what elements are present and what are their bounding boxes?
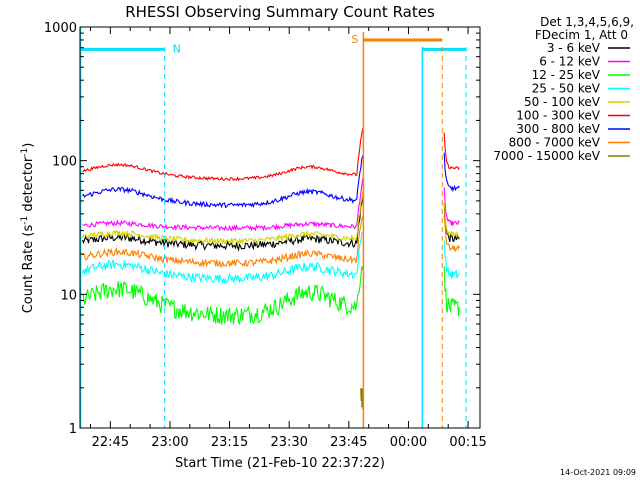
y-axis-label-sup: -1 bbox=[20, 216, 30, 225]
y-axis-label-sup-2: -1 bbox=[20, 148, 30, 157]
x-tick-label: 23:15 bbox=[211, 435, 248, 450]
chart-title: RHESSI Observing Summary Count Rates bbox=[125, 3, 435, 21]
series-line bbox=[82, 155, 364, 209]
legend-label: 50 - 100 keV bbox=[524, 95, 601, 109]
series-line bbox=[81, 232, 363, 285]
series-line bbox=[81, 192, 364, 246]
saa-flag-label: S bbox=[351, 33, 358, 46]
series-line bbox=[81, 196, 364, 252]
legend-title-line-1: Det 1,3,4,5,6,9, bbox=[540, 15, 634, 29]
footer-timestamp: 14-Oct-2021 09:09 bbox=[560, 468, 636, 477]
series-line bbox=[82, 128, 364, 182]
flag-layer: NS bbox=[79, 27, 467, 428]
series-line bbox=[360, 388, 364, 409]
legend-label: 100 - 300 keV bbox=[516, 109, 600, 123]
series-layer bbox=[81, 128, 460, 409]
series-line bbox=[82, 266, 364, 326]
legend-label: 6 - 12 keV bbox=[539, 55, 601, 69]
y-tick-label: 100 bbox=[52, 155, 77, 170]
y-axis: 1 10 100 1000 bbox=[44, 21, 480, 437]
y-tick-label: 1000 bbox=[44, 21, 77, 36]
legend-label: 7000 - 15000 keV bbox=[493, 149, 600, 163]
y-tick-label: 1 bbox=[69, 422, 77, 437]
x-tick-label: 23:00 bbox=[151, 435, 188, 450]
x-tick-label: 23:45 bbox=[330, 435, 367, 450]
series-line-late bbox=[443, 187, 460, 228]
x-tick-label: 22:45 bbox=[92, 435, 129, 450]
plot-frame bbox=[79, 26, 481, 429]
series-line bbox=[82, 178, 364, 232]
x-tick-label: 23:30 bbox=[270, 435, 307, 450]
x-tick-label: 00:00 bbox=[390, 435, 427, 450]
legend-label: 300 - 800 keV bbox=[516, 122, 600, 136]
legend-label: 25 - 50 keV bbox=[532, 82, 601, 96]
y-tick-label: 10 bbox=[60, 288, 77, 303]
series-line-late bbox=[443, 266, 460, 317]
y-axis-label-main: Count Rate (s bbox=[21, 225, 36, 314]
x-tick-label: 00:15 bbox=[449, 435, 486, 450]
series-line-late bbox=[443, 202, 460, 238]
y-axis-label-mid: detector bbox=[21, 156, 36, 216]
legend-label: 12 - 25 keV bbox=[532, 68, 601, 82]
legend-label: 3 - 6 keV bbox=[547, 41, 601, 55]
night-flag-label: N bbox=[173, 42, 181, 55]
series-line-late bbox=[443, 240, 460, 279]
series-line-late bbox=[443, 132, 460, 171]
y-axis-label-end: ) bbox=[21, 143, 36, 148]
series-line-late bbox=[443, 152, 460, 193]
x-axis: 22:45 23:00 23:15 23:30 23:45 00:00 00:15 bbox=[89, 27, 487, 450]
legend-label: 800 - 7000 keV bbox=[509, 136, 601, 150]
x-axis-label: Start Time (21-Feb-10 22:37:22) bbox=[175, 456, 385, 471]
y-axis-label: Count Rate (s-1 detector-1) bbox=[20, 143, 36, 314]
series-line-late bbox=[443, 216, 460, 252]
series-line bbox=[82, 215, 364, 268]
legend-title-line-2: FDecim 1, Att 0 bbox=[535, 28, 628, 42]
